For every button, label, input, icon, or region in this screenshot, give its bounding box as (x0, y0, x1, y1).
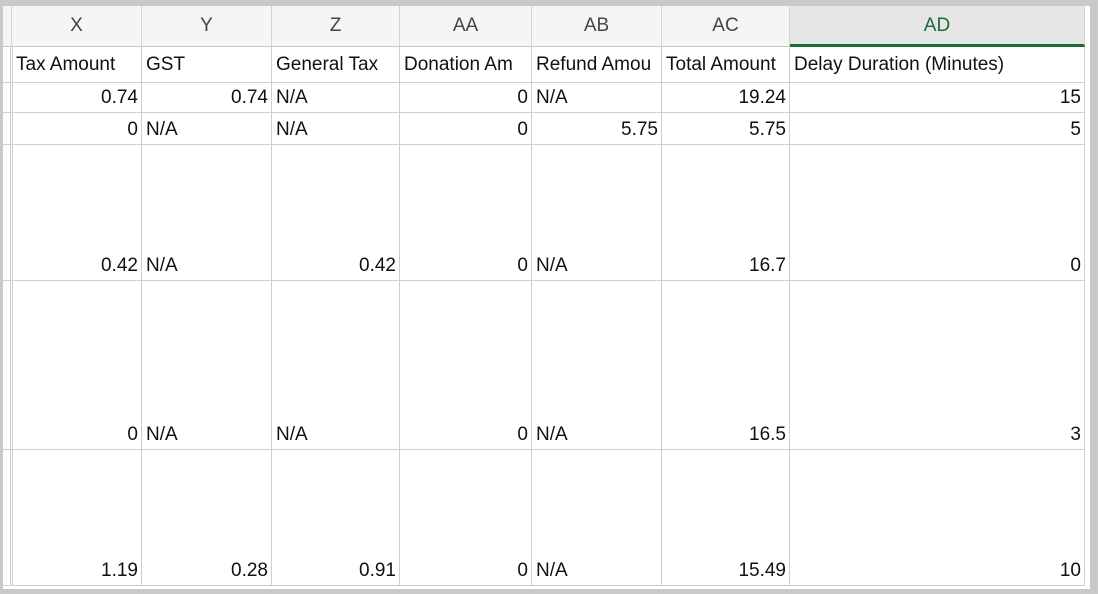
data-cell[interactable]: 0.28 (142, 450, 272, 586)
column-header-y[interactable]: Y (142, 6, 272, 47)
column-header-ac[interactable]: AC (662, 6, 790, 47)
data-cell[interactable]: 0 (400, 281, 532, 450)
data-cell[interactable]: 0.74 (12, 83, 142, 113)
column-header-ab[interactable]: AB (532, 6, 662, 47)
data-cell[interactable]: 0 (400, 113, 532, 145)
data-cell[interactable]: 3 (790, 281, 1085, 450)
header-cell[interactable]: Donation Am (400, 47, 532, 83)
data-cell[interactable]: 0.91 (272, 450, 400, 586)
header-cell[interactable]: Total Amount (662, 47, 790, 83)
data-cell[interactable]: N/A (142, 113, 272, 145)
header-cell[interactable]: Refund Amou (532, 47, 662, 83)
cell-partial[interactable] (3, 83, 13, 113)
data-cell[interactable]: N/A (532, 145, 662, 281)
column-header-z[interactable]: Z (272, 6, 400, 47)
header-cell[interactable]: Tax Amount (12, 47, 142, 83)
cell-partial[interactable] (3, 145, 13, 281)
cell-partial[interactable] (3, 450, 13, 586)
data-cell[interactable]: 0.74 (142, 83, 272, 113)
data-cell[interactable]: 1.19 (12, 450, 142, 586)
data-cell[interactable]: N/A (142, 281, 272, 450)
data-cell[interactable]: 15.49 (662, 450, 790, 586)
column-header-partial[interactable] (3, 6, 12, 47)
data-cell[interactable]: 16.5 (662, 281, 790, 450)
header-cell[interactable]: Delay Duration (Minutes) (790, 47, 1085, 83)
cell-partial[interactable] (3, 113, 13, 145)
data-cell[interactable]: 5.75 (532, 113, 662, 145)
data-cell[interactable]: N/A (532, 83, 662, 113)
data-cell[interactable]: 0 (400, 83, 532, 113)
data-cell[interactable]: 19.24 (662, 83, 790, 113)
data-cell[interactable]: N/A (532, 281, 662, 450)
cell-partial[interactable] (3, 47, 13, 83)
cell-partial[interactable] (3, 281, 13, 450)
data-cell[interactable]: 5.75 (662, 113, 790, 145)
data-cell[interactable]: N/A (272, 83, 400, 113)
column-header-aa[interactable]: AA (400, 6, 532, 47)
data-cell[interactable]: N/A (532, 450, 662, 586)
data-cell[interactable]: N/A (272, 113, 400, 145)
data-cell[interactable]: 0 (12, 281, 142, 450)
data-cell[interactable]: N/A (142, 145, 272, 281)
data-cell[interactable]: 5 (790, 113, 1085, 145)
column-header-x[interactable]: X (12, 6, 142, 47)
data-cell[interactable]: N/A (272, 281, 400, 450)
data-cell[interactable]: 0 (790, 145, 1085, 281)
column-header-ad[interactable]: AD (790, 6, 1085, 47)
data-cell[interactable]: 0 (12, 113, 142, 145)
data-cell[interactable]: 0.42 (272, 145, 400, 281)
data-cell[interactable]: 0 (400, 145, 532, 281)
data-cell[interactable]: 0 (400, 450, 532, 586)
data-cell[interactable]: 10 (790, 450, 1085, 586)
header-cell[interactable]: GST (142, 47, 272, 83)
data-cell[interactable]: 16.7 (662, 145, 790, 281)
spreadsheet-grid[interactable]: X Tax Amount 0.74 0 0.42 0 1.19 Y GST 0.74 N/A N/A N… (3, 6, 1090, 589)
data-cell[interactable]: 0.42 (12, 145, 142, 281)
header-cell[interactable]: General Tax (272, 47, 400, 83)
data-cell[interactable]: 15 (790, 83, 1085, 113)
